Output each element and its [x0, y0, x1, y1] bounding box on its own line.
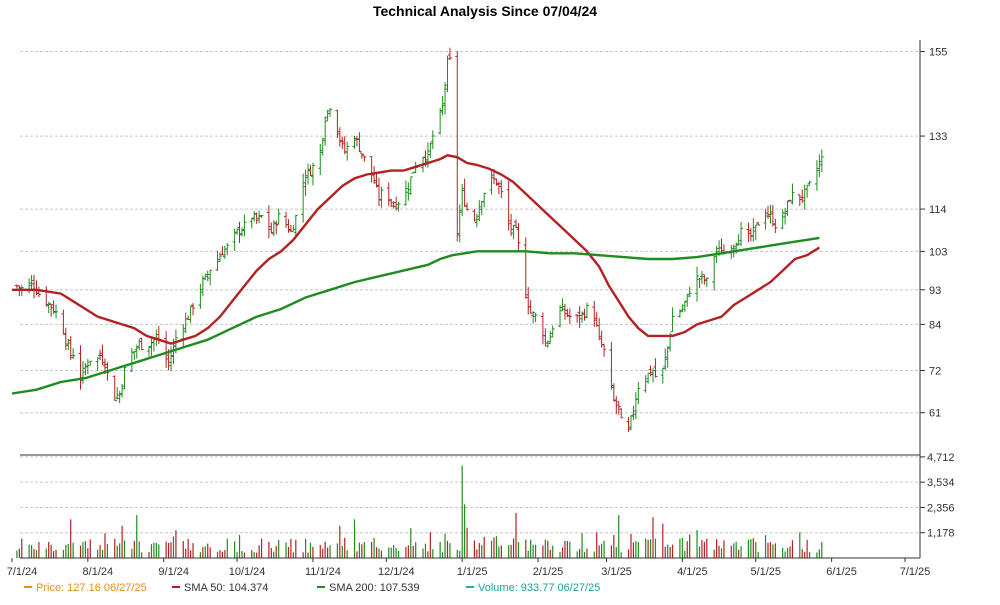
price-tick-label: 114 [929, 204, 947, 216]
x-tick-label: 7/1/25 [900, 566, 931, 578]
x-tick-label: 6/1/25 [826, 566, 857, 578]
volume-tick-label: 2,356 [927, 502, 955, 514]
price-tick-label: 155 [929, 47, 947, 59]
x-tick-label: 5/1/25 [750, 566, 781, 578]
price-tick-label: 84 [929, 319, 941, 331]
x-tick-label: 8/1/24 [83, 566, 114, 578]
axes: 61 72 84 93 103 114 133 155 1,178 2,356 3,534 4,712… [7, 40, 955, 578]
grid [20, 51, 920, 534]
legend: Price: 127.16 06/27/25 SMA 50: 104.374 SMA… [24, 582, 600, 594]
legend-volume-label: Volume: 933.77 06/27/25 [478, 582, 600, 594]
price-tick-label: 93 [929, 285, 941, 297]
x-tick-label: 2/1/25 [533, 566, 564, 578]
x-tick-label: 1/1/25 [457, 566, 488, 578]
price-tick-label: 133 [929, 131, 947, 143]
chart-title: Technical Analysis Since 07/04/24 [373, 3, 597, 19]
legend-sma-200-label: SMA 200: 107.539 [329, 582, 420, 594]
price-tick-label: 72 [929, 365, 941, 377]
volume-tick-label: 1,178 [927, 528, 955, 540]
x-tick-label: 9/1/24 [158, 566, 189, 578]
x-tick-label: 11/1/24 [305, 566, 341, 578]
x-tick-label: 3/1/25 [601, 566, 632, 578]
price-tick-label: 103 [929, 246, 947, 258]
volume-tick-label: 4,712 [927, 452, 955, 464]
x-tick-label: 10/1/24 [229, 566, 266, 578]
sma-200-line [11, 236, 820, 395]
volume-tick-label: 3,534 [927, 477, 955, 489]
price-tick-label: 61 [929, 408, 941, 420]
price-bars [14, 47, 824, 432]
x-tick-label: 7/1/24 [7, 566, 38, 578]
x-tick-label: 4/1/25 [677, 566, 708, 578]
volume-bars [16, 465, 823, 558]
sma-50-line [12, 154, 821, 345]
moving-averages [11, 154, 821, 395]
x-tick-label: 12/1/24 [378, 566, 415, 578]
legend-sma-50-label: SMA 50: 104.374 [184, 582, 268, 594]
legend-price-label: Price: 127.16 06/27/25 [36, 582, 147, 594]
